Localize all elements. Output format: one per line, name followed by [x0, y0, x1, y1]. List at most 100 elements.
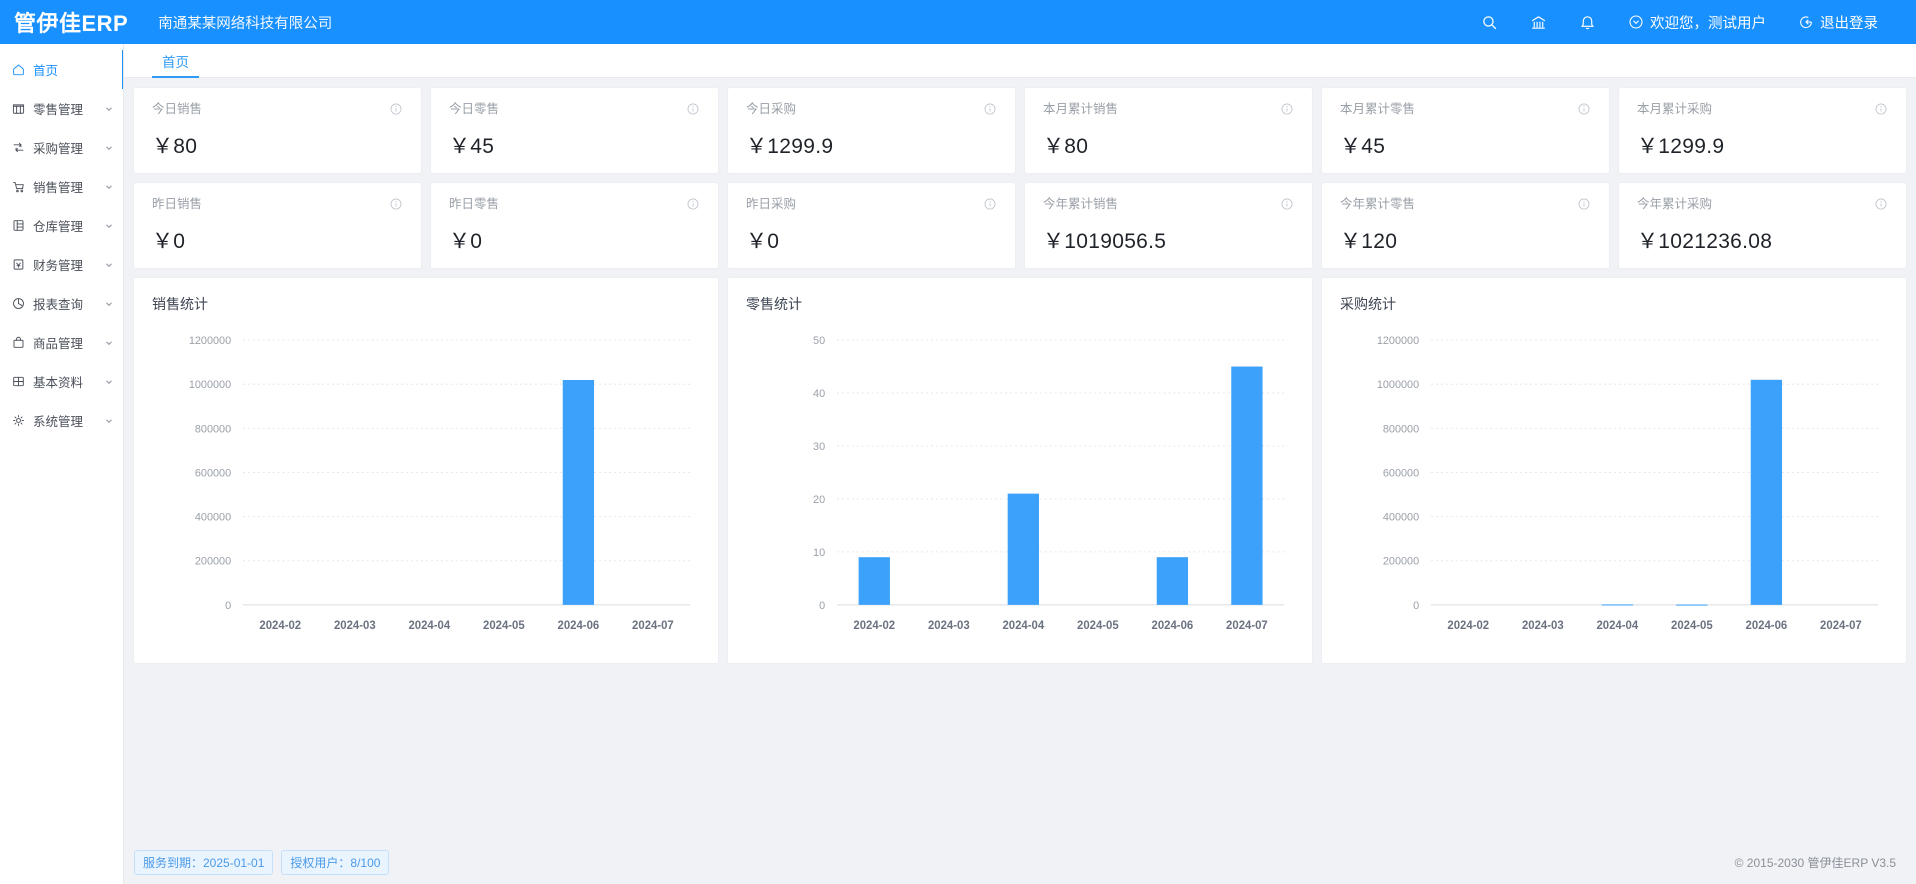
report-icon — [11, 296, 26, 311]
app-footer: 服务到期：2025-01-01 授权用户：8/100 © 2015-2030 管… — [124, 840, 1916, 884]
svg-text:1200000: 1200000 — [1377, 335, 1419, 347]
stat-card-title: 昨日采购 — [746, 197, 797, 211]
svg-text:600000: 600000 — [195, 467, 231, 479]
info-icon[interactable] — [1874, 102, 1888, 116]
stat-card-title: 今年累计销售 — [1043, 197, 1119, 211]
chevron-down-icon — [104, 104, 114, 114]
sidebar-item-menu-2[interactable]: 采购管理 — [0, 128, 123, 167]
search-button[interactable] — [1465, 0, 1514, 44]
stat-card-value: ￥45 — [449, 135, 495, 158]
finance-icon — [11, 257, 26, 272]
chart-plot-area[interactable]: 0 200000 400000 600000 800000 1000000 1200000 2… — [1340, 322, 1894, 653]
svg-text:2024-04: 2024-04 — [408, 620, 450, 632]
stat-card-value: ￥1019056.5 — [1043, 230, 1167, 253]
chevron-down-icon — [104, 299, 114, 309]
sidebar-item-home[interactable]: 首页 — [0, 50, 123, 89]
info-icon[interactable] — [389, 102, 403, 116]
sidebar-item-label: 基本资料 — [33, 376, 84, 390]
logout-button[interactable]: 退出登录 — [1782, 0, 1894, 44]
search-icon — [1481, 14, 1498, 31]
info-icon[interactable] — [1874, 197, 1888, 211]
sidebar-item-menu-5[interactable]: 财务管理 — [0, 245, 123, 284]
stat-card-title: 昨日销售 — [152, 197, 203, 211]
sidebar-item-menu-8[interactable]: 基本资料 — [0, 362, 123, 401]
sidebar-item-label: 采购管理 — [33, 142, 84, 156]
info-icon[interactable] — [1577, 102, 1591, 116]
svg-text:600000: 600000 — [1383, 467, 1419, 479]
stat-card-value: ￥1021236.08 — [1637, 230, 1773, 253]
stat-card: 今日采购 ￥1299.9 — [728, 88, 1015, 173]
sidebar-item-menu-1[interactable]: 零售管理 — [0, 89, 123, 128]
chart-title: 采购统计 — [1340, 296, 1396, 312]
svg-text:0: 0 — [1413, 600, 1419, 612]
bank-icon — [1530, 14, 1547, 31]
chart-plot-area[interactable]: 0 10 20 30 40 50 2024-02 2024-03 2024-04 2024-05 2… — [746, 322, 1300, 653]
stat-card-title: 今日销售 — [152, 102, 203, 116]
bell-icon — [1579, 14, 1596, 31]
logout-icon — [1798, 14, 1814, 30]
tab-home-label: 首页 — [162, 54, 189, 70]
chart-title: 销售统计 — [152, 296, 208, 312]
sidebar-item-menu-9[interactable]: 系统管理 — [0, 401, 123, 440]
tenant-button[interactable] — [1514, 0, 1563, 44]
welcome-label: 欢迎您，测试用户 — [1650, 15, 1766, 32]
svg-text:40: 40 — [813, 388, 825, 400]
svg-text:400000: 400000 — [1383, 512, 1419, 524]
info-icon[interactable] — [686, 197, 700, 211]
svg-text:2024-06: 2024-06 — [1746, 620, 1788, 632]
stat-card: 今日销售 ￥80 — [134, 88, 421, 173]
copyright-text: © 2015-2030 管伊佳ERP V3.5 — [1734, 855, 1896, 870]
sidebar-item-label: 销售管理 — [33, 181, 84, 195]
stat-card-value: ￥0 — [746, 230, 780, 253]
sidebar-item-label: 首页 — [33, 64, 59, 78]
sidebar-item-menu-6[interactable]: 报表查询 — [0, 284, 123, 323]
stat-cards-grid: 今日销售 ￥80 今日零售 ￥45 今日采购 ￥1299.9 本月累计销售 ￥80 本月累计零售… — [134, 88, 1906, 268]
stat-card-header: 昨日零售 — [449, 197, 700, 212]
info-icon[interactable] — [389, 197, 403, 211]
charts-grid: 销售统计 0 200000 400000 600000 800000 1000000 1200… — [134, 278, 1906, 663]
chevron-down-icon — [104, 182, 114, 192]
chart-plot-area[interactable]: 0 200000 400000 600000 800000 1000000 1200000 2… — [152, 322, 706, 653]
svg-text:1200000: 1200000 — [189, 335, 231, 347]
info-icon[interactable] — [983, 102, 997, 116]
stat-card-header: 今日采购 — [746, 102, 997, 117]
svg-text:800000: 800000 — [195, 423, 231, 435]
svg-text:50: 50 — [813, 335, 825, 347]
chevron-down-icon — [104, 377, 114, 387]
info-icon[interactable] — [1280, 197, 1294, 211]
chevron-down-icon — [104, 338, 114, 348]
stat-card-title: 今日采购 — [746, 102, 797, 116]
home-icon — [11, 62, 26, 77]
svg-text:2024-06: 2024-06 — [558, 620, 600, 632]
info-icon[interactable] — [983, 197, 997, 211]
info-icon[interactable] — [1577, 197, 1591, 211]
stat-card-header: 今年累计采购 — [1637, 197, 1888, 212]
svg-text:10: 10 — [813, 547, 825, 559]
svg-text:2024-05: 2024-05 — [1671, 620, 1713, 632]
info-icon[interactable] — [686, 102, 700, 116]
stat-card-title: 本月累计零售 — [1340, 102, 1416, 116]
svg-text:2024-02: 2024-02 — [1447, 620, 1489, 632]
stat-card-header: 本月累计零售 — [1340, 102, 1591, 117]
notifications-button[interactable] — [1563, 0, 1612, 44]
chevron-down-icon — [104, 221, 114, 231]
sidebar-item-menu-3[interactable]: 销售管理 — [0, 167, 123, 206]
tab-home[interactable]: 首页 — [146, 44, 205, 78]
stat-card-title: 今年累计采购 — [1637, 197, 1713, 211]
user-menu-button[interactable]: 欢迎您，测试用户 — [1612, 0, 1782, 44]
info-icon[interactable] — [1280, 102, 1294, 116]
chevron-down-icon — [104, 416, 114, 426]
app-brand: 管伊佳ERP — [14, 11, 129, 36]
stat-card: 本月累计采购 ￥1299.9 — [1619, 88, 1906, 173]
sidebar-item-menu-7[interactable]: 商品管理 — [0, 323, 123, 362]
goods-icon — [11, 335, 26, 350]
company-name: 南通某某网络科技有限公司 — [158, 15, 333, 32]
stat-card-title: 本月累计采购 — [1637, 102, 1713, 116]
chart-card: 采购统计 0 200000 400000 600000 800000 1000000 1200… — [1322, 278, 1906, 663]
sidebar-item-menu-4[interactable]: 仓库管理 — [0, 206, 123, 245]
stat-card: 今日零售 ￥45 — [431, 88, 718, 173]
sidebar-item-label: 零售管理 — [33, 103, 84, 117]
service-expiry-badge: 服务到期：2025-01-01 — [134, 849, 274, 875]
dashboard-scroll-area: 今日销售 ￥80 今日零售 ￥45 今日采购 ￥1299.9 本月累计销售 ￥80 本月累计零售… — [124, 78, 1916, 840]
